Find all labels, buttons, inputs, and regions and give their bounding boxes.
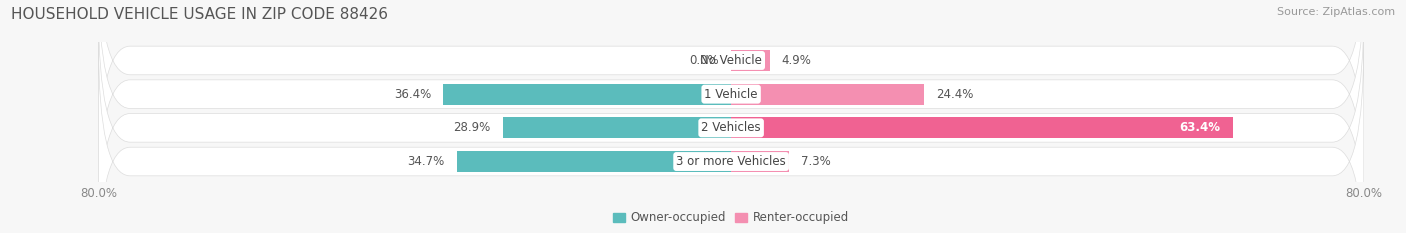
Text: 63.4%: 63.4% xyxy=(1180,121,1220,134)
Bar xyxy=(731,84,924,105)
Text: 28.9%: 28.9% xyxy=(454,121,491,134)
Text: 24.4%: 24.4% xyxy=(936,88,973,101)
Legend: Owner-occupied, Renter-occupied: Owner-occupied, Renter-occupied xyxy=(607,206,855,229)
FancyBboxPatch shape xyxy=(98,41,1364,233)
Text: 0.0%: 0.0% xyxy=(689,54,720,67)
Text: 7.3%: 7.3% xyxy=(800,155,831,168)
Text: 1 Vehicle: 1 Vehicle xyxy=(704,88,758,101)
Bar xyxy=(731,50,770,71)
FancyBboxPatch shape xyxy=(98,0,1364,181)
Text: 36.4%: 36.4% xyxy=(394,88,432,101)
Bar xyxy=(443,84,731,105)
Text: 34.7%: 34.7% xyxy=(408,155,444,168)
Bar xyxy=(457,151,731,172)
FancyBboxPatch shape xyxy=(98,0,1364,215)
Text: 3 or more Vehicles: 3 or more Vehicles xyxy=(676,155,786,168)
Text: 2 Vehicles: 2 Vehicles xyxy=(702,121,761,134)
FancyBboxPatch shape xyxy=(98,7,1364,233)
Text: Source: ZipAtlas.com: Source: ZipAtlas.com xyxy=(1277,7,1395,17)
Text: No Vehicle: No Vehicle xyxy=(700,54,762,67)
Text: 4.9%: 4.9% xyxy=(782,54,811,67)
Bar xyxy=(502,117,731,138)
Bar xyxy=(731,151,789,172)
Text: HOUSEHOLD VEHICLE USAGE IN ZIP CODE 88426: HOUSEHOLD VEHICLE USAGE IN ZIP CODE 8842… xyxy=(11,7,388,22)
Bar xyxy=(731,117,1233,138)
